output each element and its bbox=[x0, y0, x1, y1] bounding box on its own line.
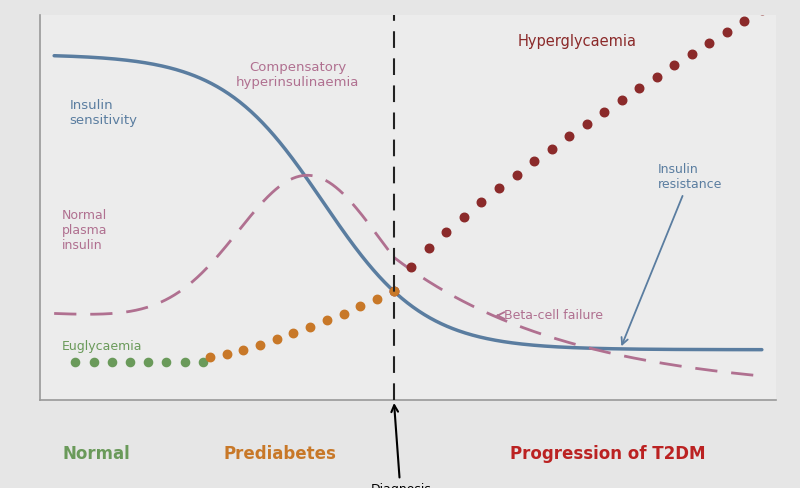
Text: Euglycaemia: Euglycaemia bbox=[62, 340, 142, 353]
Text: Diagnosis
of T2DM: Diagnosis of T2DM bbox=[370, 405, 431, 488]
Point bbox=[123, 358, 136, 366]
Point bbox=[703, 39, 716, 47]
Point bbox=[178, 358, 191, 366]
Point bbox=[440, 228, 453, 236]
Text: Beta-cell failure: Beta-cell failure bbox=[498, 309, 602, 322]
Point bbox=[633, 84, 646, 92]
Point bbox=[287, 329, 300, 337]
Point bbox=[510, 171, 523, 179]
Point bbox=[106, 358, 118, 366]
Point bbox=[720, 28, 733, 36]
Point bbox=[458, 213, 470, 221]
Point bbox=[160, 358, 173, 366]
Text: Progression of T2DM: Progression of T2DM bbox=[510, 445, 706, 463]
Point bbox=[650, 73, 663, 81]
Point bbox=[354, 303, 366, 310]
Point bbox=[493, 184, 506, 192]
Point bbox=[338, 309, 350, 317]
Point bbox=[668, 61, 681, 69]
Text: Insulin
resistance: Insulin resistance bbox=[622, 163, 722, 345]
Point bbox=[142, 358, 154, 366]
Text: Normal
plasma
insulin: Normal plasma insulin bbox=[62, 209, 107, 252]
Point bbox=[69, 358, 82, 366]
Point bbox=[254, 341, 266, 349]
Point bbox=[196, 358, 209, 366]
Point bbox=[755, 6, 768, 14]
Point bbox=[686, 50, 698, 58]
Text: Compensatory
hyperinsulinaemia: Compensatory hyperinsulinaemia bbox=[236, 61, 359, 89]
Point bbox=[475, 198, 488, 206]
Point bbox=[321, 317, 334, 325]
Point bbox=[615, 96, 628, 103]
Point bbox=[545, 144, 558, 152]
Point bbox=[405, 263, 418, 270]
Point bbox=[387, 287, 400, 295]
Point bbox=[562, 132, 575, 140]
Point bbox=[87, 358, 100, 366]
Text: Prediabetes: Prediabetes bbox=[223, 445, 337, 463]
Point bbox=[598, 108, 610, 116]
Point bbox=[422, 244, 435, 252]
Point bbox=[370, 295, 383, 303]
Point bbox=[580, 120, 593, 128]
Point bbox=[270, 335, 283, 343]
Text: Insulin
sensitivity: Insulin sensitivity bbox=[70, 100, 138, 127]
Text: Hyperglycaemia: Hyperglycaemia bbox=[518, 34, 637, 49]
Point bbox=[528, 158, 541, 165]
Text: Normal: Normal bbox=[62, 445, 130, 463]
Point bbox=[304, 323, 317, 331]
Point bbox=[738, 17, 750, 25]
Point bbox=[203, 353, 216, 361]
Point bbox=[387, 287, 400, 295]
Point bbox=[220, 350, 233, 358]
Point bbox=[237, 346, 250, 354]
